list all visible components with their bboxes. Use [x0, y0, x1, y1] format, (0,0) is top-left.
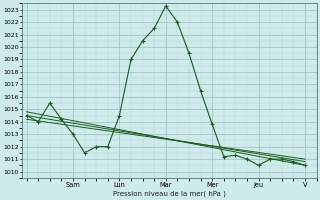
X-axis label: Pression niveau de la mer( hPa ): Pression niveau de la mer( hPa ) [113, 190, 226, 197]
